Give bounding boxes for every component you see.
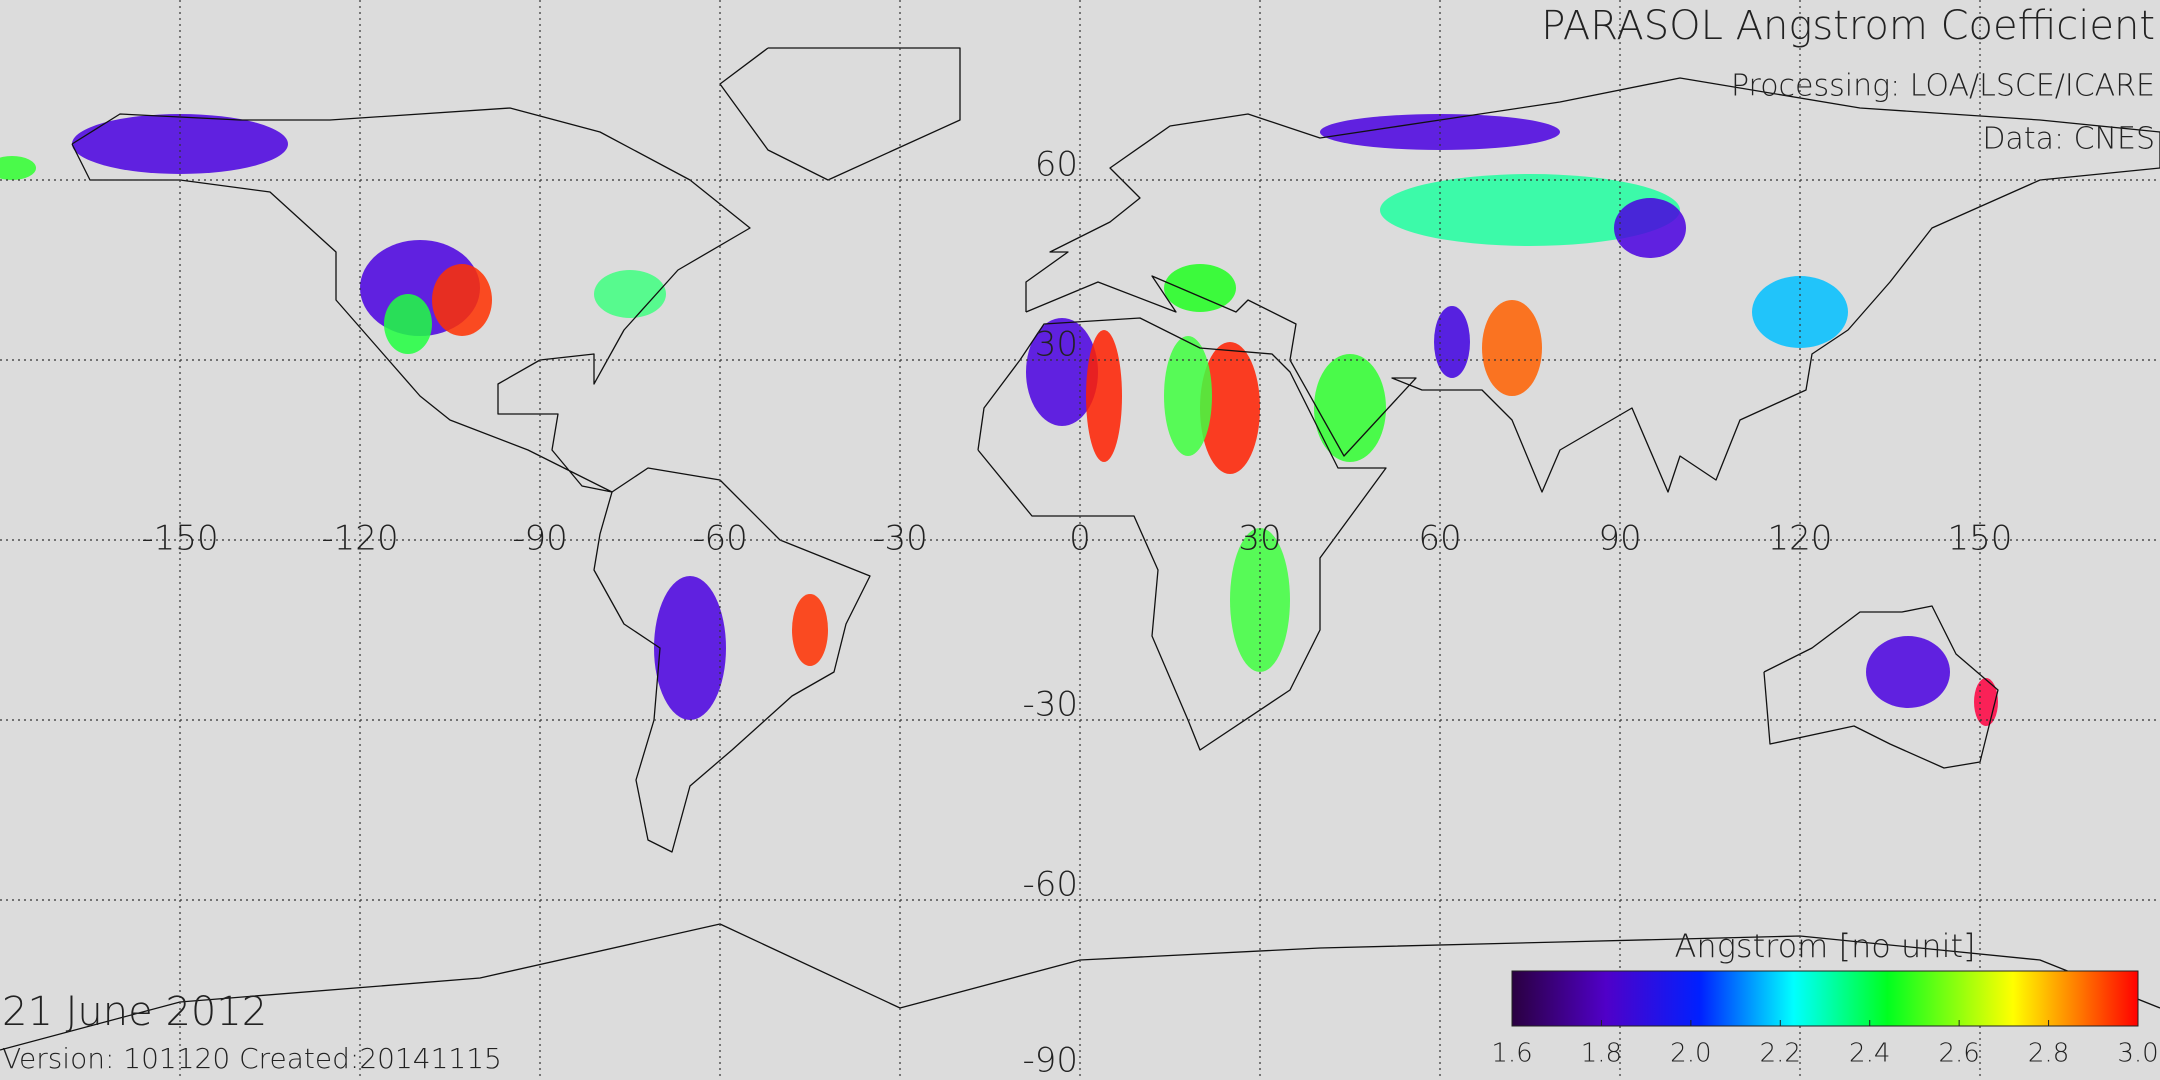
- longitude-label: 30: [1238, 519, 1281, 559]
- colorbar-label: Angstrom [no unit]: [1675, 927, 1976, 965]
- latitude-label: -90: [1022, 1041, 1078, 1080]
- colorbar-tick-label: 1.8: [1581, 1039, 1622, 1069]
- retrieval-swath: [384, 294, 432, 354]
- longitude-label: 60: [1418, 519, 1461, 559]
- retrieval-swath: [1866, 636, 1950, 708]
- longitude-label: -60: [692, 519, 748, 559]
- colorbar-tick-label: 2.2: [1760, 1039, 1801, 1069]
- longitude-label: -150: [141, 519, 218, 559]
- longitude-label: 90: [1598, 519, 1641, 559]
- colorbar-ticks: 1.6 1.8 2.0 2.2 2.4 2.6 2.8 3.0: [1491, 1020, 2159, 1069]
- retrieval-swath: [594, 270, 666, 318]
- longitude-label: -120: [321, 519, 398, 559]
- colorbar-tick-label: 3.0: [2117, 1039, 2158, 1069]
- latitude-label: -30: [1022, 685, 1078, 725]
- retrieval-swath: [1164, 264, 1236, 312]
- colorbar-tick-label: 1.6: [1491, 1039, 1532, 1069]
- graticule-labels: -150 -120 -90 -60 -30 0 30 60 90 120 150 60 30 -30 -60…: [141, 145, 2012, 1080]
- retrieval-swath: [0, 156, 36, 180]
- latitude-label: -60: [1022, 865, 1078, 905]
- longitude-label: 0: [1069, 519, 1091, 559]
- latitude-label: 60: [1035, 145, 1078, 185]
- retrieval-swath: [1164, 336, 1212, 456]
- longitude-label: 120: [1768, 519, 1833, 559]
- retrieval-swath: [432, 264, 492, 336]
- colorbar-tick-label: 2.6: [1938, 1039, 1979, 1069]
- retrieval-swath: [792, 594, 828, 666]
- retrieval-swath: [1614, 198, 1686, 258]
- retrieval-swath: [1380, 174, 1680, 246]
- coastline: [1763, 605, 1999, 769]
- retrieval-swath: [654, 576, 726, 720]
- colorbar: [1511, 970, 2139, 1027]
- data-credit: Data: CNES: [1982, 122, 2155, 157]
- aerosol-retrievals: [0, 114, 1998, 726]
- longitude-label: 150: [1948, 519, 2013, 559]
- coastline: [719, 47, 961, 181]
- coastline: [977, 317, 1387, 751]
- retrieval-swath: [1086, 330, 1122, 462]
- longitude-label: -90: [512, 519, 568, 559]
- colorbar-tick-label: 2.8: [2028, 1039, 2069, 1069]
- retrieval-swath: [1314, 354, 1386, 462]
- retrieval-swath: [1026, 318, 1098, 426]
- latitude-label: 30: [1035, 325, 1078, 365]
- map-title: PARASOL Angstrom Coefficient: [1541, 3, 2155, 49]
- processing-credit: Processing: LOA/LSCE/ICARE: [1731, 69, 2155, 104]
- colorbar-tick-label: 2.4: [1849, 1039, 1890, 1069]
- retrieval-swath: [1482, 300, 1542, 396]
- retrieval-swath: [1434, 306, 1470, 378]
- version-label: Version: 101120 Created:20141115: [2, 1042, 502, 1075]
- coastline: [1025, 77, 2160, 493]
- coastline: [71, 107, 751, 493]
- longitude-label: -30: [872, 519, 928, 559]
- colorbar-tick-label: 2.0: [1670, 1039, 1711, 1069]
- retrieval-swath: [1200, 342, 1260, 474]
- date-label: 21 June 2012: [2, 989, 267, 1035]
